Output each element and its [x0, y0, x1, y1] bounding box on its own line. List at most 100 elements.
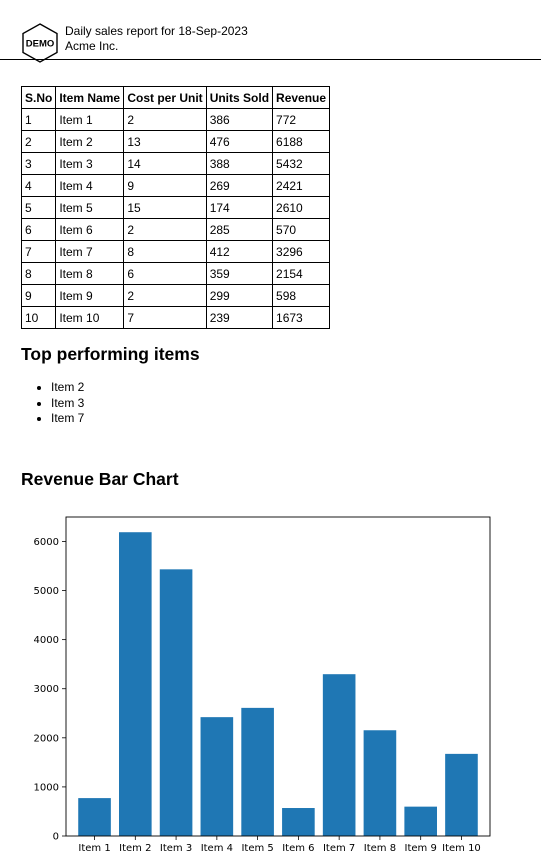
revenue-bar-chart: Item 1 Item 2 Item 3 Item 4 Item 5 Item 6 Item…: [0, 500, 541, 865]
table-cell: 5: [20, 196, 57, 219]
company-name: Acme Inc.: [65, 39, 119, 53]
x-tick-label: Item 6: [282, 843, 314, 854]
table-cell: Item 6: [55, 218, 125, 241]
table-cell: 476: [205, 130, 274, 153]
table-cell: 2: [123, 284, 207, 307]
x-tick-label: Item 10: [442, 843, 481, 854]
x-tick-label: Item 2: [119, 843, 151, 854]
x-tick-label: Item 4: [201, 843, 233, 854]
table-cell: 412: [205, 240, 274, 263]
table-cell: 9: [20, 284, 57, 307]
table-header-row: S.No Item Name Cost per Unit Units Sold Reve…: [20, 86, 331, 109]
plot-frame: [65, 516, 491, 837]
table-cell: 174: [205, 196, 274, 219]
column-header: S.No: [20, 86, 57, 109]
table-cell: Item 4: [55, 174, 125, 197]
x-tick-label: Item 1: [78, 843, 110, 854]
table-cell: Item 7: [55, 240, 125, 263]
table-row: 7 Item 7 8 412 3296: [20, 240, 331, 263]
y-tick-label: 3000: [34, 684, 59, 695]
bar-item-7: [322, 674, 356, 836]
x-tick-label: Item 9: [405, 843, 437, 854]
table-cell: 4: [20, 174, 57, 197]
table-cell: 2: [20, 130, 57, 153]
table-cell: Item 3: [55, 152, 125, 175]
x-tick-label: Item 3: [160, 843, 192, 854]
column-header: Revenue: [272, 86, 331, 109]
table-cell: Item 9: [55, 284, 125, 307]
demo-logo: DEMO: [21, 23, 59, 63]
top-items-heading: Top performing items: [21, 344, 200, 364]
table-cell: 1: [20, 108, 57, 131]
table-cell: 2610: [272, 196, 331, 219]
y-tick-label: 0: [53, 832, 59, 843]
bar-item-4: [200, 717, 234, 836]
table-cell: 3296: [272, 240, 331, 263]
table-cell: 2154: [272, 262, 331, 285]
table-row: 10 Item 10 7 239 1673: [20, 306, 331, 329]
table-cell: 359: [205, 262, 274, 285]
table-cell: 6188: [272, 130, 331, 153]
table-cell: Item 1: [55, 108, 125, 131]
header-divider: [0, 59, 541, 60]
table-cell: Item 2: [55, 130, 125, 153]
x-tick-label: Item 5: [241, 843, 273, 854]
table-cell: 7: [20, 240, 57, 263]
column-header: Item Name: [55, 86, 125, 109]
bar-item-6: [282, 808, 315, 836]
table-cell: 5432: [272, 152, 331, 175]
table-cell: 2: [123, 108, 207, 131]
sales-table: S.No Item Name Cost per Unit Units Sold Reve…: [20, 86, 331, 329]
table-row: 8 Item 8 6 359 2154: [20, 262, 331, 285]
bar-item-1: [78, 798, 111, 836]
table-row: 9 Item 9 2 299 598: [20, 284, 331, 307]
bar-item-5: [241, 707, 274, 836]
table-cell: 9: [123, 174, 207, 197]
x-tick-label: Item 8: [364, 843, 396, 854]
y-tick-label: 5000: [34, 586, 59, 597]
column-header: Cost per Unit: [123, 86, 207, 109]
table-row: 6 Item 6 2 285 570: [20, 218, 331, 241]
table-cell: 299: [205, 284, 274, 307]
table-row: 5 Item 5 15 174 2610: [20, 196, 331, 219]
bar-item-10: [445, 753, 478, 836]
bar-item-2: [119, 532, 152, 836]
table-cell: 772: [272, 108, 331, 131]
table-cell: 8: [20, 262, 57, 285]
logo-text: DEMO: [26, 39, 55, 50]
table-cell: Item 8: [55, 262, 125, 285]
table-row: 4 Item 4 9 269 2421: [20, 174, 331, 197]
table-cell: 2: [123, 218, 207, 241]
table-cell: 570: [272, 218, 331, 241]
chart-heading: Revenue Bar Chart: [21, 469, 179, 489]
chart-svg: Item 1 Item 2 Item 3 Item 4 Item 5 Item 6 Item…: [34, 516, 491, 854]
report-header: DEMO Daily sales report for 18-Sep-2023 …: [0, 0, 541, 63]
list-item: Item 2: [51, 380, 84, 396]
table-cell: Item 10: [55, 306, 125, 329]
table-row: 3 Item 3 14 388 5432: [20, 152, 331, 175]
list-item: Item 7: [51, 411, 84, 427]
table-cell: 6: [20, 218, 57, 241]
table-row: 2 Item 2 13 476 6188: [20, 130, 331, 153]
report-title: Daily sales report for 18-Sep-2023: [65, 24, 248, 38]
y-tick-label: 4000: [34, 635, 59, 646]
y-tick-label: 1000: [34, 782, 59, 793]
table-row: 1 Item 1 2 386 772: [20, 108, 331, 131]
table-cell: 285: [205, 218, 274, 241]
list-item: Item 3: [51, 396, 84, 412]
table-cell: 269: [205, 174, 274, 197]
table-cell: 6: [123, 262, 207, 285]
table-cell: 2421: [272, 174, 331, 197]
table-cell: 15: [123, 196, 207, 219]
table-cell: 239: [205, 306, 274, 329]
column-header: Units Sold: [205, 86, 274, 109]
table-cell: 386: [205, 108, 274, 131]
table-cell: 388: [205, 152, 274, 175]
x-tick-label: Item 7: [323, 843, 355, 854]
y-tick-label: 6000: [34, 537, 59, 548]
table-cell: 8: [123, 240, 207, 263]
table-cell: 7: [123, 306, 207, 329]
table-cell: 10: [20, 306, 57, 329]
bar-item-8: [363, 730, 397, 836]
